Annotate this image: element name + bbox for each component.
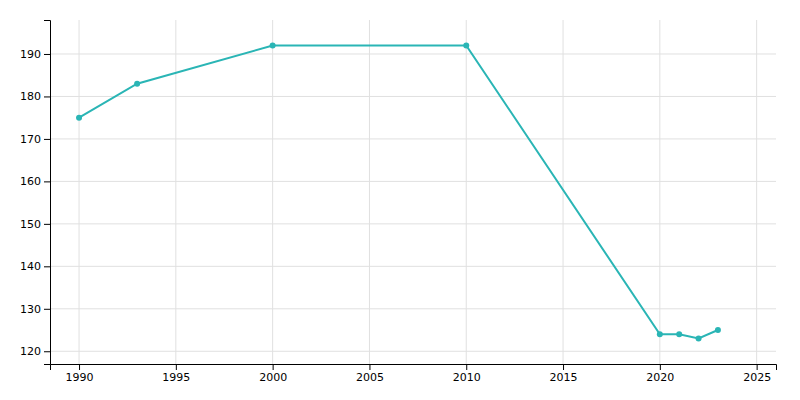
tick-label: 150 — [20, 218, 41, 231]
plot: 1990 1995 2000 2005 2010 2015 2020 2025 120 130 14… — [20, 20, 777, 384]
tick: 190 — [20, 48, 50, 61]
grid-line-y — [50, 266, 776, 267]
tick: 2005 — [356, 364, 384, 384]
tick-mark — [273, 364, 274, 370]
tick: 140 — [20, 260, 50, 273]
grid-line-y — [50, 53, 776, 54]
tick: 180 — [20, 90, 50, 103]
point — [270, 42, 276, 48]
grid-line-y — [50, 138, 776, 139]
tick: 130 — [20, 303, 50, 316]
tick-mark — [44, 266, 50, 267]
tick: 2015 — [550, 364, 578, 384]
marks — [76, 42, 721, 341]
axis-line — [51, 365, 777, 371]
grid-line-x — [756, 20, 757, 364]
tick-mark — [44, 181, 50, 182]
y-axis: 120 130 140 150 160 170 180 190 — [20, 21, 51, 365]
point — [76, 115, 82, 121]
tick-label: 180 — [20, 90, 41, 103]
tick: 1995 — [162, 364, 190, 384]
tick-label: 170 — [20, 133, 41, 146]
tick-mark — [44, 96, 50, 97]
tick-mark — [369, 364, 370, 370]
tick-mark — [44, 139, 50, 140]
tick-mark — [44, 224, 50, 225]
tick-label: 1995 — [162, 371, 190, 384]
point — [463, 42, 469, 48]
grid-line-y — [50, 96, 776, 97]
tick-mark — [176, 364, 177, 370]
grid-line-x — [659, 20, 660, 364]
tick-label: 2000 — [259, 371, 287, 384]
tick-label: 130 — [20, 303, 41, 316]
axis-line — [44, 21, 51, 365]
tick: 1990 — [66, 364, 94, 384]
grid-line-y — [50, 181, 776, 182]
tick-label: 1990 — [66, 371, 94, 384]
x-axis: 1990 1995 2000 2005 2010 2015 2020 2025 — [51, 364, 777, 384]
grid-line-y — [50, 308, 776, 309]
tick-mark — [563, 364, 564, 370]
point — [715, 327, 721, 333]
grid-line-y — [50, 223, 776, 224]
grid-line-x — [466, 20, 467, 364]
tick: 150 — [20, 218, 50, 231]
tick-mark — [660, 364, 661, 370]
tick-mark — [79, 364, 80, 370]
tick-label: 2020 — [646, 371, 674, 384]
tick-mark — [466, 364, 467, 370]
tick-label: 140 — [20, 260, 41, 273]
point — [657, 331, 663, 337]
tick: 120 — [20, 345, 50, 358]
grid — [50, 20, 776, 364]
point — [676, 331, 682, 337]
tick: 160 — [20, 175, 50, 188]
grid-line-x — [272, 20, 273, 364]
tick-mark — [44, 351, 50, 352]
tick: 2010 — [453, 364, 481, 384]
tick-label: 2010 — [453, 371, 481, 384]
tick: 170 — [20, 133, 50, 146]
tick-mark — [44, 54, 50, 55]
tick-label: 120 — [20, 345, 41, 358]
tick-label: 2005 — [356, 371, 384, 384]
tick-mark — [44, 309, 50, 310]
grid-line-x — [79, 20, 80, 364]
tick-mark — [757, 364, 758, 370]
grid-line-x — [369, 20, 370, 364]
chart: 1990 1995 2000 2005 2010 2015 2020 2025 120 130 14… — [0, 0, 800, 400]
grid-line-x — [175, 20, 176, 364]
tick-label: 2015 — [550, 371, 578, 384]
tick: 2020 — [646, 364, 674, 384]
tick-label: 190 — [20, 48, 41, 61]
tick: 2025 — [743, 364, 771, 384]
tick-label: 160 — [20, 175, 41, 188]
point — [134, 81, 140, 87]
tick: 2000 — [259, 364, 287, 384]
point — [696, 336, 702, 342]
grid-line-y — [50, 351, 776, 352]
line — [79, 45, 718, 338]
tick-label: 2025 — [743, 371, 771, 384]
